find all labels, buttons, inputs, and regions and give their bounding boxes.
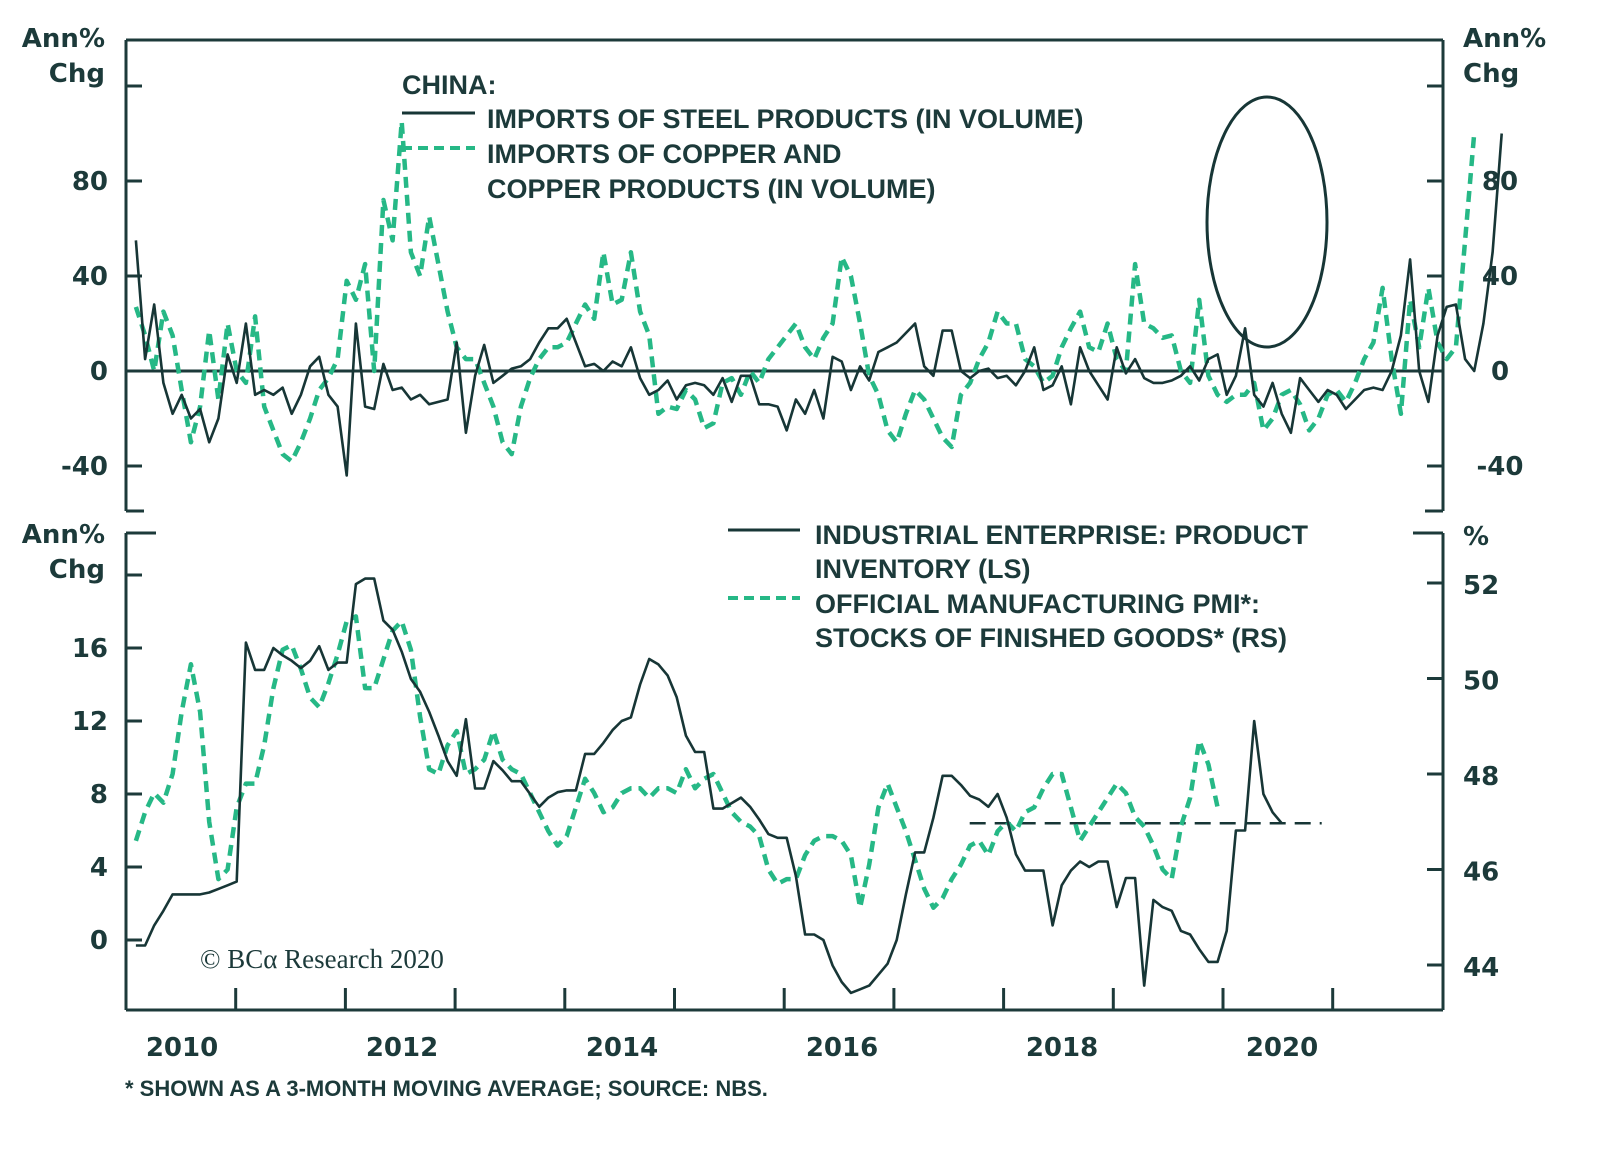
bottom-left-ytick-label: 8 [90, 780, 108, 810]
bca-credit: © BCα Research 2020 [200, 944, 444, 974]
top-legend-title: CHINA: [402, 70, 497, 100]
series-pmi-finished-goods-line [133, 614, 1220, 910]
top-left-ytick-label: -40 [61, 452, 108, 482]
legend-pmi-label-line2: STOCKS OF FINISHED GOODS* (RS) [815, 623, 1287, 653]
bottom-right-ytick-label: 46 [1463, 858, 1499, 888]
x-tick-label: 2020 [1246, 1033, 1318, 1063]
top-left-axis-title-line2: Chg [49, 59, 105, 89]
series-steel-imports-line [134, 133, 1503, 477]
bottom-right-axis-title: % [1463, 522, 1489, 552]
legend-copper-label-line1: IMPORTS OF COPPER AND [487, 139, 842, 169]
bottom-right-ytick-label: 52 [1463, 571, 1499, 601]
x-tick-label: 2016 [806, 1033, 878, 1063]
bottom-right-ytick-label: 50 [1463, 667, 1499, 697]
x-tick-label: 2018 [1026, 1033, 1098, 1063]
bottom-left-ytick-label: 0 [90, 926, 108, 956]
top-left-ytick-label: 40 [72, 262, 108, 292]
top-right-axis-title-line1: Ann% [1463, 24, 1546, 54]
legend-steel-label: IMPORTS OF STEEL PRODUCTS (IN VOLUME) [487, 104, 1084, 134]
series-copper-imports-line [133, 119, 1477, 464]
x-tick-label: 2014 [586, 1033, 658, 1063]
top-right-ytick-label: 0 [1491, 357, 1509, 387]
legend-copper-label-line2: COPPER PRODUCTS (IN VOLUME) [487, 174, 936, 204]
bottom-left-axis-title-line1: Ann% [22, 520, 105, 550]
top-right-axis-title-line2: Chg [1463, 59, 1519, 89]
x-axis-labels: 2010 2012 2014 2016 2018 2020 [146, 1033, 1318, 1063]
bottom-left-axis-title-line2: Chg [49, 555, 105, 585]
x-tick-label: 2012 [366, 1033, 438, 1063]
top-left-ytick-label: 80 [72, 167, 108, 197]
highlight-ellipse [1205, 95, 1329, 349]
legend-pmi-label-line1: OFFICIAL MANUFACTURING PMI*: [815, 589, 1260, 619]
bottom-left-ytick-label: 16 [72, 634, 108, 664]
top-right-ytick-label: -40 [1477, 452, 1524, 482]
top-left-axis-title-line1: Ann% [22, 24, 105, 54]
bottom-right-ytick-label: 44 [1463, 953, 1499, 983]
bottom-left-ytick-label: 4 [90, 853, 108, 883]
x-tick-label: 2010 [146, 1033, 218, 1063]
bottom-left-ytick-label: 12 [72, 707, 108, 737]
legend-inventory-label-line2: INVENTORY (LS) [815, 554, 1031, 584]
legend-inventory-label-line1: INDUSTRIAL ENTERPRISE: PRODUCT [815, 520, 1309, 550]
top-left-ytick-label: 0 [90, 357, 108, 387]
series-product-inventory-line [135, 577, 1283, 995]
bottom-right-ytick-label: 48 [1463, 762, 1499, 792]
series-layer [133, 95, 1503, 995]
footnote: * SHOWN AS A 3-MONTH MOVING AVERAGE; SOU… [125, 1076, 768, 1101]
